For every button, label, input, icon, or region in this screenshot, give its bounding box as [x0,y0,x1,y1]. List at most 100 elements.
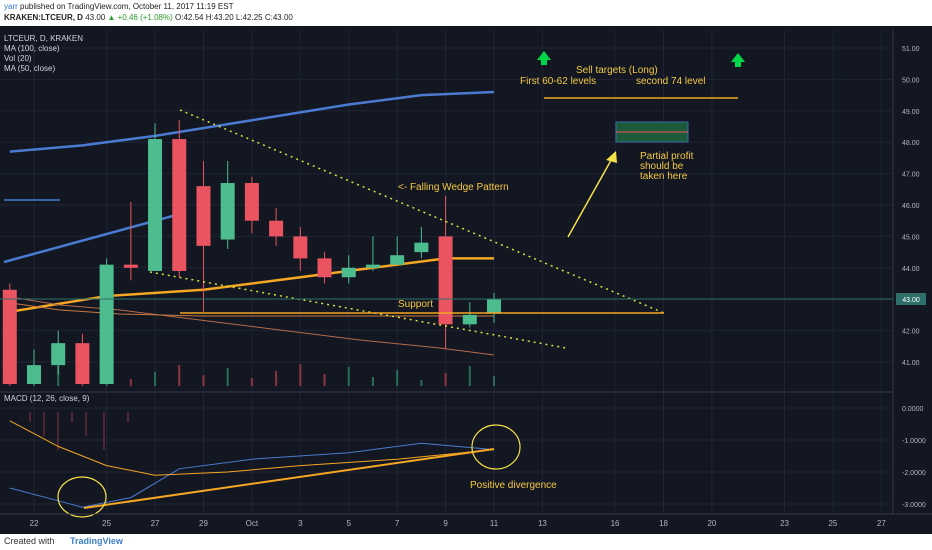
candle-body [462,314,477,325]
volume-bar [202,375,205,386]
x-tick-label: 5 [347,519,352,528]
wedge-lower-line [149,271,567,349]
partial-profit-label: taken here [640,171,688,182]
x-tick-label: 9 [443,519,448,528]
candle-body [269,220,284,237]
price-value: 43.00 [85,13,106,22]
candle-body [51,343,66,366]
drawings [0,51,893,349]
volume-bar [493,376,495,386]
volume-bar [275,371,278,386]
first-levels-label: First 60-62 levels [520,76,596,87]
volume-bar [468,366,471,386]
price-change: ▲ +0.46 (+1.08%) [107,13,173,22]
candle-body [293,236,308,259]
legend-item: MA (100, close) [4,44,60,53]
macd-tick-label: 0.0000 [902,406,924,413]
x-tick-label: 20 [707,519,716,528]
publish-header: yarr published on TradingView.com, Octob… [0,0,932,26]
wedge-label: <- Falling Wedge Pattern [398,182,509,193]
green-arrow-icon [537,51,551,60]
last-price-tag [896,293,926,305]
divergence-label: Positive divergence [470,480,557,491]
x-tick-label: 27 [151,519,160,528]
y-tick-label: 45.00 [902,234,920,241]
x-tick-label: 23 [780,519,789,528]
candle-body [172,139,187,271]
x-tick-label: 22 [30,519,39,528]
candle-body [414,242,429,253]
volume-bar [420,380,423,386]
candles [2,120,501,384]
created-with-label: Created with [4,536,55,546]
footer: Created with TradingView [0,534,932,550]
x-tick-label: 18 [659,519,668,528]
x-tick-label: 13 [538,519,547,528]
last-price-text: 43.00 [902,297,920,304]
volume-bar [226,368,229,386]
y-tick-label: 48.00 [902,140,920,147]
volume-bar [371,377,374,386]
divergence-circle-right [471,424,521,470]
symbol-info: KRAKEN:LTCEUR, D 43.00 ▲ +0.46 (+1.08%) … [4,13,293,22]
x-tick-label: 3 [298,519,303,528]
volume-bar [154,372,157,386]
candle-body [341,267,356,278]
up-arrow-head [606,151,617,163]
macd-tick-label: -2.0000 [902,470,926,477]
y-tick-label: 50.00 [902,77,920,84]
green-arrow-stem [541,59,547,65]
macd-tick-label: -1.0000 [902,438,926,445]
volume-bar [129,379,132,386]
second-level-label: second 74 level [636,76,706,87]
candle-body [99,264,114,384]
symbol-label: KRAKEN:LTCEUR, D [4,13,83,22]
divergence-line [83,448,495,509]
candle-body [244,183,259,221]
x-tick-label: 16 [611,519,620,528]
up-arrow-line [567,154,615,238]
green-arrow-icon [731,53,745,62]
volume-bar [178,365,181,386]
partial-profit-label: should be [640,161,684,172]
support-label: Support [398,299,433,310]
ma-brown-line [3,295,495,356]
tradingview-logo[interactable]: TradingView [70,536,123,546]
publish-info: yarr published on TradingView.com, Octob… [4,2,233,11]
candle-body [365,264,380,268]
candle-body [317,258,332,278]
x-tick-label: 27 [877,519,886,528]
ohlc-values: O:42.54 H:43.20 L:42.25 C:43.00 [175,13,293,22]
x-tick-label: 29 [199,519,208,528]
volume-bar [250,378,253,386]
candle-body [196,186,211,246]
divergence-circle-left [57,476,107,518]
ma-line [9,90,495,153]
candle-body [75,343,90,384]
y-tick-label: 42.00 [902,329,920,336]
y-tick-label: 44.00 [902,266,920,273]
candle-body [27,365,41,384]
y-tick-label: 46.00 [902,203,920,210]
y-tick-label: 51.00 [902,46,920,53]
candle-body [390,255,405,265]
macd-tick-label: -3.0000 [902,502,926,509]
author-link[interactable]: yarr [4,2,18,11]
legend-title: LTCEUR, D, KRAKEN [4,34,83,43]
x-tick-label: Oct [246,519,259,528]
partial-profit-label: Partial profit [640,151,694,162]
macd-line [9,420,495,476]
candle-body [438,236,453,325]
green-arrow-stem [735,61,741,67]
volume-bar [444,373,447,386]
candle-body [2,289,17,384]
sell-targets-label: Sell targets (Long) [576,65,658,76]
candle-body [123,264,138,268]
x-tick-label: 25 [102,519,111,528]
y-tick-label: 49.00 [902,109,920,116]
moving-averages [3,90,495,356]
y-tick-label: 47.00 [902,172,920,179]
axes: 22 25 27 29 Oct 3 5 7 9 11 13 16 18 20 23 25 27 41.00 42.0… [0,30,932,528]
